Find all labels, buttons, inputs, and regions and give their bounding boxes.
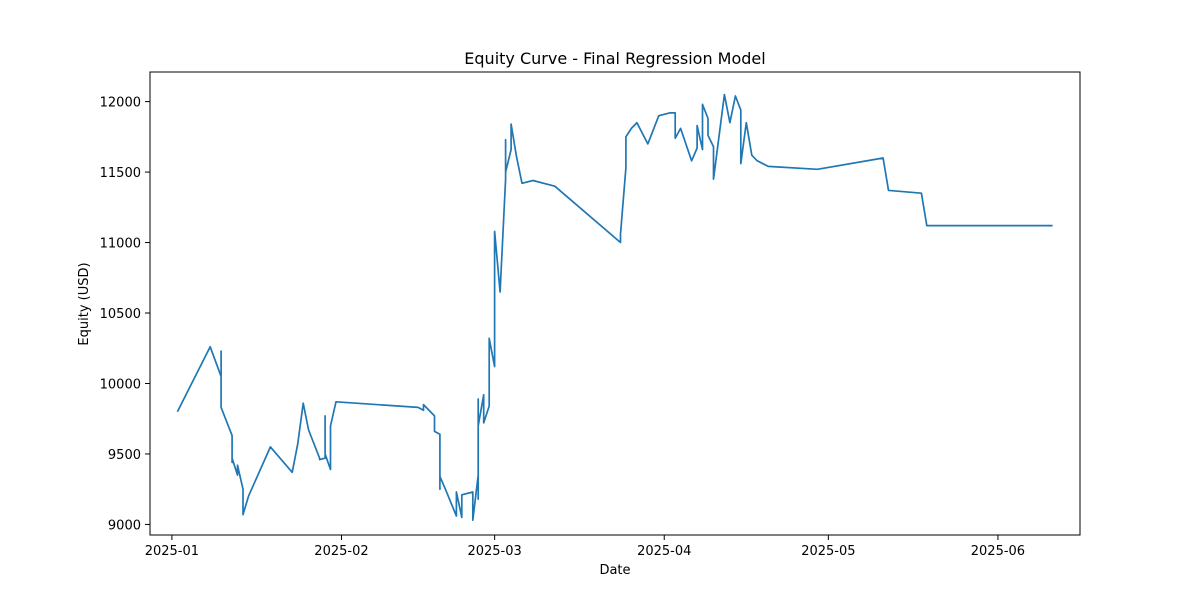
y-tick-label: 11500 (100, 166, 141, 181)
x-tick-label: 2025-04 (637, 544, 691, 559)
y-tick-label: 11000 (100, 237, 141, 252)
plot-area: 2025-01 2025-02 2025-03 2025-04 2025-05 2025-… (100, 71, 1081, 559)
series-line-0 (176, 93, 1053, 522)
y-tick-label: 10500 (100, 307, 141, 322)
y-axis-label: Equity (USD) (77, 262, 92, 345)
y-tick-label: 10000 (100, 377, 141, 392)
x-tick-label: 2025-06 (971, 544, 1025, 559)
y-tick-label: 12000 (100, 96, 141, 111)
x-tick-label: 2025-01 (145, 544, 199, 559)
y-tick-label: 9000 (108, 518, 141, 533)
x-tick-label: 2025-05 (801, 544, 855, 559)
x-tick-label: 2025-03 (467, 544, 521, 559)
x-axis-label: Date (599, 563, 630, 578)
chart-title: Equity Curve - Final Regression Model (464, 49, 765, 68)
x-tick-label: 2025-02 (314, 544, 368, 559)
axes-frame (149, 71, 1081, 536)
y-tick-label: 9500 (108, 448, 141, 463)
